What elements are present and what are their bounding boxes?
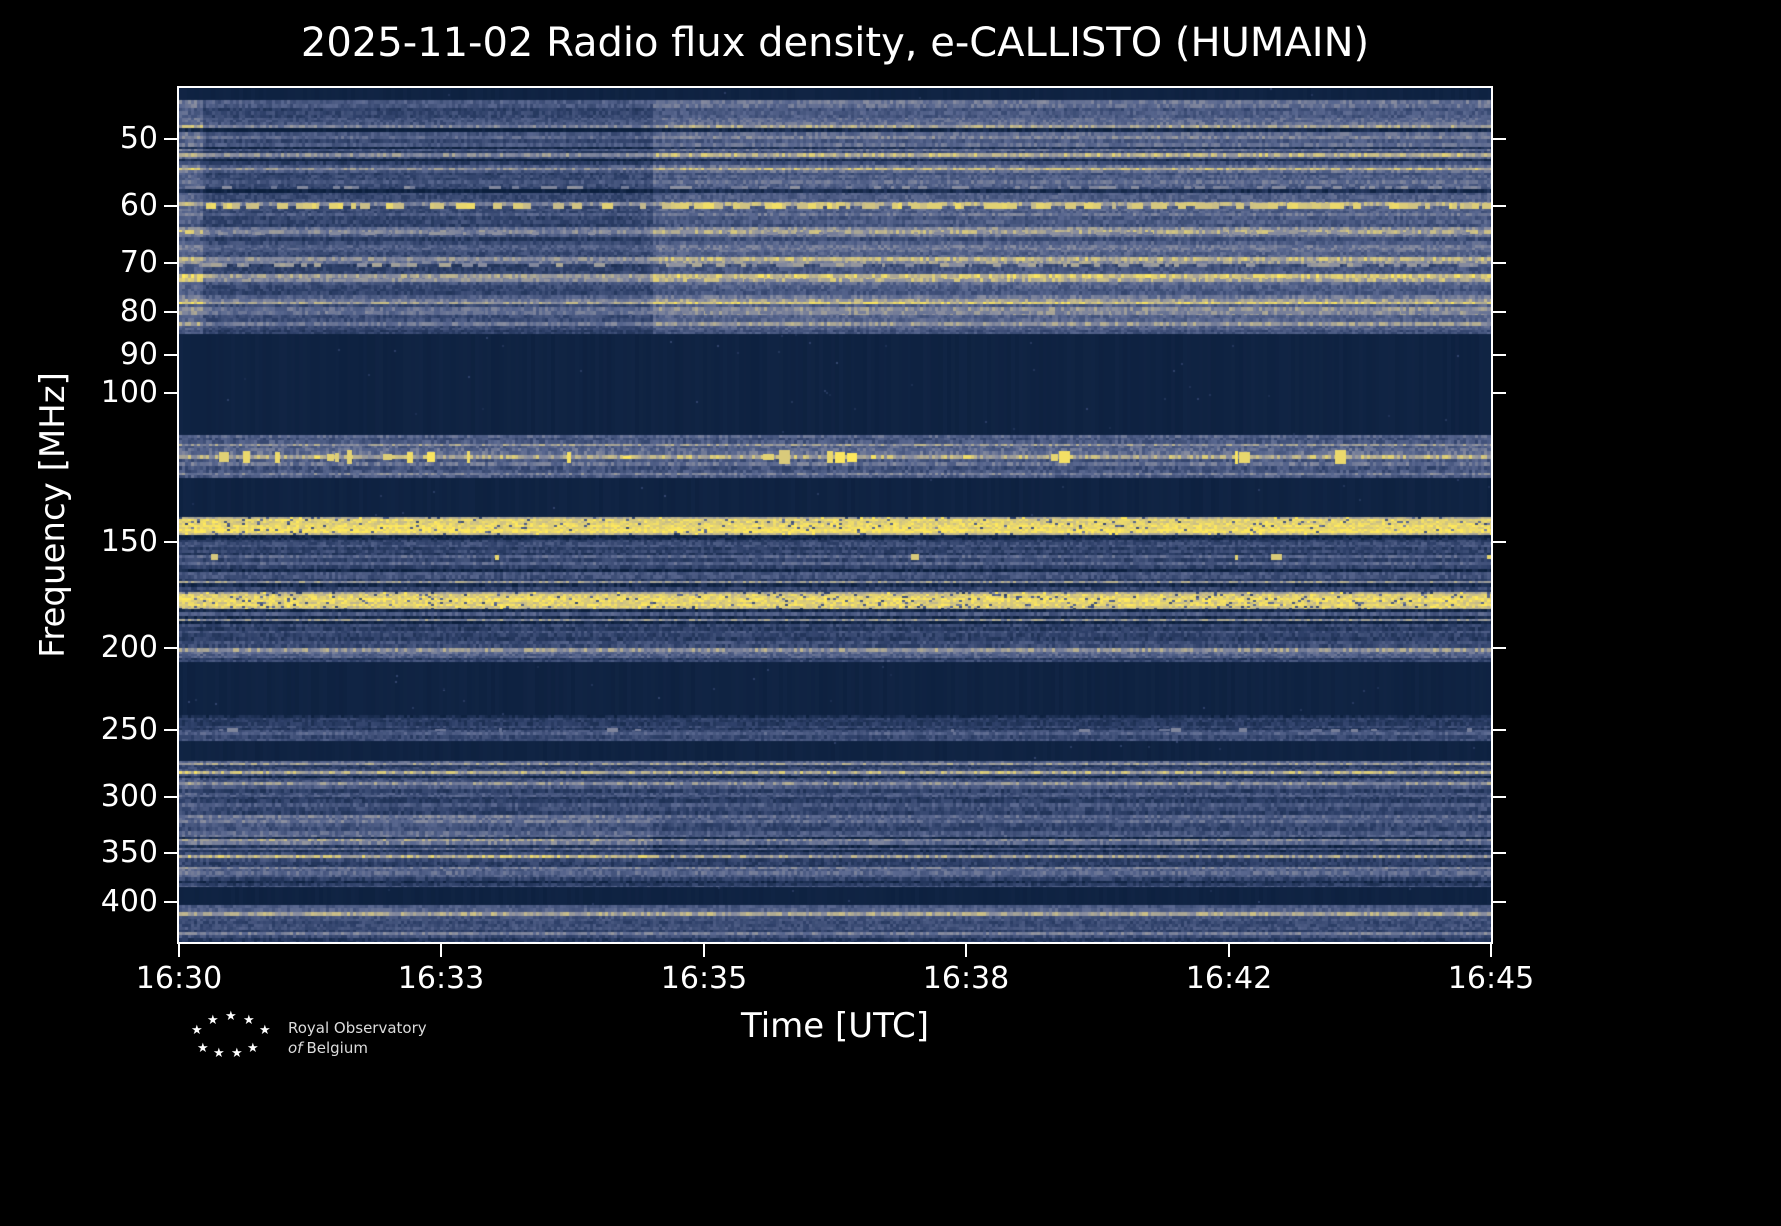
star-icon: ★ [231,1046,243,1061]
star-icon: ★ [191,1023,203,1038]
y-tick-label: 100 [100,375,158,410]
y-tick-mark [164,796,177,798]
rob-logo-text-line1: Royal Observatory [288,1019,427,1037]
x-tick-label: 16:35 [660,961,748,996]
x-tick-mark [703,944,705,957]
y-tick-label: 300 [100,779,158,814]
x-tick-label: 16:33 [397,961,485,996]
y-tick-mark-right [1493,541,1506,543]
x-tick-label: 16:42 [1185,961,1273,996]
y-tick-label: 350 [100,835,158,870]
x-tick-mark [178,944,180,957]
x-tick-label: 16:30 [135,961,223,996]
spectrogram-canvas [179,88,1491,942]
rob-logo-text-line2: of Belgium [288,1038,427,1058]
y-tick-mark-right [1493,205,1506,207]
y-tick-mark [164,354,177,356]
star-icon: ★ [247,1041,259,1056]
x-tick-mark [1228,944,1230,957]
y-tick-label: 50 [119,121,158,156]
y-tick-mark-right [1493,311,1506,313]
x-axis-label: Time [UTC] [741,1006,929,1046]
rob-star-logo: ★ ★ ★ ★ ★ ★ ★ ★ ★ [183,1008,275,1066]
y-tick-label: 200 [100,630,158,665]
x-tick-mark [965,944,967,957]
y-tick-mark-right [1493,138,1506,140]
y-tick-label: 150 [100,524,158,559]
y-tick-mark [164,138,177,140]
y-tick-mark-right [1493,647,1506,649]
y-tick-mark [164,901,177,903]
y-tick-label: 70 [119,245,158,280]
star-icon: ★ [243,1013,255,1028]
y-tick-mark-right [1493,901,1506,903]
y-tick-mark [164,647,177,649]
star-icon: ★ [259,1023,271,1038]
y-tick-mark-right [1493,354,1506,356]
x-tick-mark [1490,944,1492,957]
y-tick-mark [164,541,177,543]
y-tick-mark [164,729,177,731]
y-tick-label: 90 [119,337,158,372]
y-tick-mark-right [1493,262,1506,264]
y-tick-mark-right [1493,852,1506,854]
y-tick-mark-right [1493,729,1506,731]
y-tick-label: 400 [100,884,158,919]
y-tick-mark [164,311,177,313]
star-icon: ★ [207,1013,219,1028]
star-icon: ★ [213,1046,225,1061]
rob-logo-text-of: of [288,1039,303,1057]
y-tick-label: 250 [100,712,158,747]
star-icon: ★ [197,1041,209,1056]
star-icon: ★ [225,1009,237,1024]
rob-logo-text: Royal Observatory of Belgium [288,1018,427,1058]
spectrogram-plot [177,86,1493,944]
y-tick-mark [164,392,177,394]
y-tick-mark-right [1493,796,1506,798]
y-tick-mark [164,262,177,264]
y-tick-mark-right [1493,392,1506,394]
x-tick-label: 16:45 [1447,961,1535,996]
y-tick-label: 80 [119,294,158,329]
chart-title: 2025-11-02 Radio flux density, e-CALLIST… [300,20,1370,66]
y-tick-mark [164,205,177,207]
y-tick-mark [164,852,177,854]
rob-logo-text-belgium: Belgium [306,1039,368,1057]
x-tick-label: 16:38 [922,961,1010,996]
y-tick-label: 60 [119,188,158,223]
x-tick-mark [440,944,442,957]
